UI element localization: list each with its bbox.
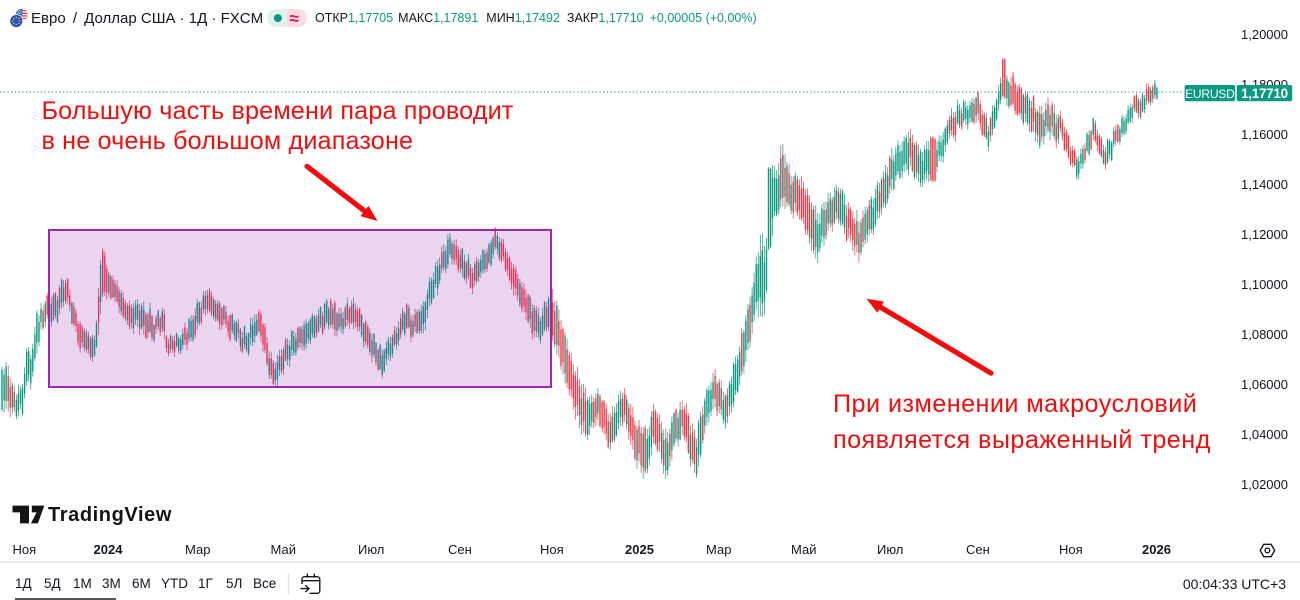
svg-text:≈: ≈ [290, 9, 299, 28]
